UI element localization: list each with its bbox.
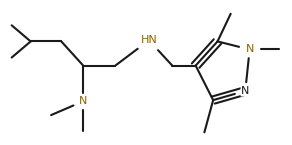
- Text: N: N: [241, 86, 249, 96]
- Text: N: N: [79, 96, 87, 106]
- Text: N: N: [246, 45, 254, 55]
- Text: HN: HN: [140, 35, 157, 45]
